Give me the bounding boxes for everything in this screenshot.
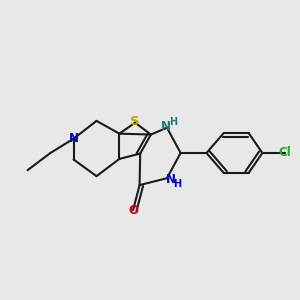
Text: S: S [130, 115, 140, 128]
Text: N: N [69, 132, 79, 145]
Text: N: N [160, 120, 170, 133]
Text: N: N [166, 173, 176, 186]
Text: O: O [128, 203, 138, 217]
Text: H: H [169, 117, 178, 127]
Text: H: H [173, 178, 181, 189]
Text: Cl: Cl [279, 146, 292, 160]
